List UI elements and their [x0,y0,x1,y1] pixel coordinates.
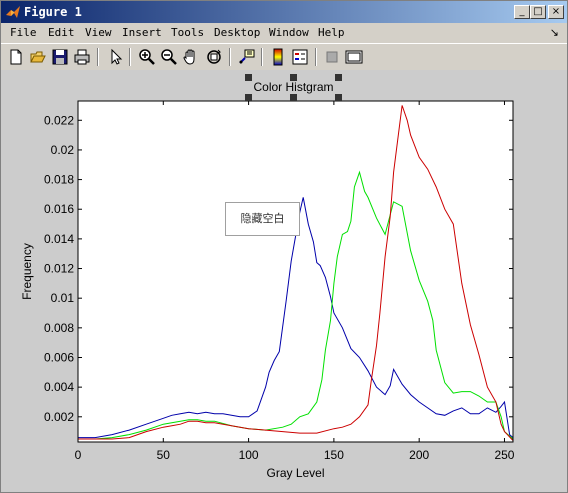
pan-hand-icon[interactable] [181,47,201,67]
figure-canvas: 0 50 100 150 200 250 0.002 0.004 0.006 0.008 0.01 0… [1,70,567,492]
x-tick-label: 0 [75,448,82,462]
y-tick-label: 0.014 [44,232,74,246]
window-title: Figure 1 [24,5,82,19]
print-icon[interactable] [72,47,92,67]
menu-help[interactable]: Help [318,26,345,39]
y-tick-label: 0.006 [44,350,74,364]
x-tick-label: 100 [239,448,259,462]
series-line-2 [78,105,514,441]
y-tick-label: 0.02 [51,143,75,157]
matlab-logo-icon [6,6,20,18]
x-tick-label: 200 [409,448,429,462]
menu-edit[interactable]: Edit [48,26,75,39]
show-plot-tools-icon[interactable] [344,47,364,67]
series-line-0 [78,197,514,439]
x-axis-label: Gray Level [266,466,324,480]
y-tick-label: 0.016 [44,202,74,216]
menu-desktop[interactable]: Desktop [214,26,261,39]
y-tick-label: 0.01 [51,291,75,305]
y-tick-label: 0.002 [44,410,74,424]
selection-handle[interactable] [335,94,342,101]
histogram-chart: 0 50 100 150 200 250 0.002 0.004 0.006 0.008 0.01 0… [20,80,515,480]
plot-axes-box [77,100,514,443]
plot-background [78,101,513,442]
y-tick-label: 0.018 [44,173,74,187]
toolbar-separator [129,48,131,66]
selection-handle[interactable] [245,94,252,101]
menu-bar: File Edit View Insert Tools Desktop Wind… [1,23,567,43]
y-tick-label: 0.012 [44,262,74,276]
figure-toolbar [1,43,567,71]
title-bar[interactable]: Figure 1 _ □ × [1,1,567,23]
selection-handle[interactable] [245,74,252,81]
menu-tools[interactable]: Tools [171,26,205,39]
close-button[interactable]: × [548,5,564,19]
menu-insert[interactable]: Insert [122,26,162,39]
toolbar-separator [97,48,99,66]
chart-title: Color Histgram [253,80,333,94]
maximize-button[interactable]: □ [530,5,546,19]
menu-file[interactable]: File [10,26,37,39]
legend-icon[interactable] [290,47,310,67]
menu-view[interactable]: View [85,26,112,39]
data-cursor-icon[interactable] [237,47,257,67]
selection-handle[interactable] [290,94,297,101]
x-tick-label: 150 [324,448,344,462]
selection-handle[interactable] [290,74,297,81]
minimize-button[interactable]: _ [514,5,530,19]
y-tick-label: 0.008 [44,321,74,335]
zoom-in-icon[interactable] [137,47,157,67]
menu-window[interactable]: Window [269,26,309,39]
save-icon[interactable] [50,47,70,67]
toolbar-separator [315,48,317,66]
new-figure-icon[interactable] [6,47,26,67]
series-line-1 [78,170,514,440]
toolbar-separator [229,48,231,66]
pointer-icon[interactable] [105,47,125,67]
hide-whitespace-popup[interactable]: 隐藏空白 [225,202,300,236]
y-tick-label: 0.004 [44,380,74,394]
rotate-3d-icon[interactable] [204,47,224,67]
toolbar-separator [261,48,263,66]
y-tick-label: 0.022 [44,113,74,127]
dock-arrow-icon[interactable]: ↘ [549,27,559,39]
hide-plot-tools-icon[interactable] [322,47,342,67]
zoom-out-icon[interactable] [159,47,179,67]
selection-handle[interactable] [335,74,342,81]
colorbar-icon[interactable] [268,47,288,67]
open-file-icon[interactable] [28,47,48,67]
x-tick-label: 250 [494,448,514,462]
x-tick-label: 50 [157,448,171,462]
y-axis-label: Frequency [20,243,34,300]
